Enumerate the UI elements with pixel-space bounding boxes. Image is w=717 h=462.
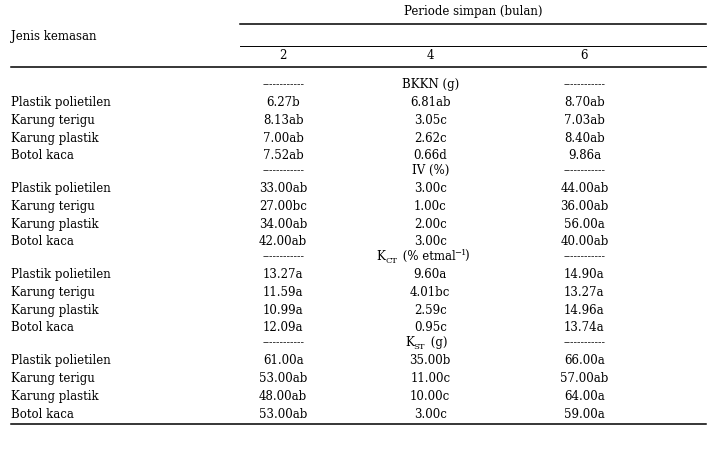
Text: 11.00c: 11.00c	[410, 372, 450, 385]
Text: 7.03ab: 7.03ab	[564, 114, 605, 127]
Text: Botol kaca: Botol kaca	[11, 407, 74, 420]
Text: 1.00c: 1.00c	[414, 200, 447, 213]
Text: 56.00a: 56.00a	[564, 218, 604, 231]
Text: K: K	[376, 250, 385, 263]
Text: 48.00ab: 48.00ab	[259, 390, 308, 403]
Text: 4: 4	[427, 49, 434, 62]
Text: 3.00c: 3.00c	[414, 407, 447, 420]
Text: 3.00c: 3.00c	[414, 182, 447, 195]
Text: Periode simpan (bulan): Periode simpan (bulan)	[404, 5, 543, 18]
Text: IV (%): IV (%)	[412, 164, 449, 177]
Text: 57.00ab: 57.00ab	[560, 372, 609, 385]
Text: 4.01bc: 4.01bc	[410, 286, 450, 299]
Text: Karung terigu: Karung terigu	[11, 114, 95, 127]
Text: 0.95c: 0.95c	[414, 322, 447, 334]
Text: Karung plastik: Karung plastik	[11, 304, 98, 316]
Text: ST: ST	[414, 343, 425, 351]
Text: K: K	[405, 336, 414, 349]
Text: −1: −1	[454, 249, 466, 257]
Text: 6: 6	[581, 49, 588, 62]
Text: 8.13ab: 8.13ab	[263, 114, 303, 127]
Text: Plastik polietilen: Plastik polietilen	[11, 96, 110, 109]
Text: Botol kaca: Botol kaca	[11, 149, 74, 162]
Text: Plastik polietilen: Plastik polietilen	[11, 268, 110, 281]
Text: 36.00ab: 36.00ab	[560, 200, 609, 213]
Text: 64.00a: 64.00a	[564, 390, 604, 403]
Text: Karung plastik: Karung plastik	[11, 390, 98, 403]
Text: Plastik polietilen: Plastik polietilen	[11, 182, 110, 195]
Text: ------------: ------------	[564, 166, 605, 175]
Text: 0.66d: 0.66d	[413, 149, 447, 162]
Text: 66.00a: 66.00a	[564, 354, 604, 367]
Text: CT: CT	[385, 257, 397, 265]
Text: 7.00ab: 7.00ab	[262, 132, 304, 145]
Text: Karung terigu: Karung terigu	[11, 372, 95, 385]
Text: 14.96a: 14.96a	[564, 304, 604, 316]
Text: Botol kaca: Botol kaca	[11, 322, 74, 334]
Text: 34.00ab: 34.00ab	[259, 218, 308, 231]
Text: 10.00c: 10.00c	[410, 390, 450, 403]
Text: 9.60a: 9.60a	[414, 268, 447, 281]
Text: 53.00ab: 53.00ab	[259, 372, 308, 385]
Text: (% etmal: (% etmal	[399, 250, 455, 263]
Text: 8.70ab: 8.70ab	[564, 96, 604, 109]
Text: 61.00a: 61.00a	[263, 354, 303, 367]
Text: Plastik polietilen: Plastik polietilen	[11, 354, 110, 367]
Text: ------------: ------------	[262, 338, 304, 347]
Text: 14.90a: 14.90a	[564, 268, 604, 281]
Text: 27.00bc: 27.00bc	[260, 200, 307, 213]
Text: 10.99a: 10.99a	[263, 304, 303, 316]
Text: 33.00ab: 33.00ab	[259, 182, 308, 195]
Text: Botol kaca: Botol kaca	[11, 236, 74, 249]
Text: ------------: ------------	[262, 80, 304, 89]
Text: ------------: ------------	[564, 80, 605, 89]
Text: 40.00ab: 40.00ab	[560, 236, 609, 249]
Text: 8.40ab: 8.40ab	[564, 132, 604, 145]
Text: 13.27a: 13.27a	[263, 268, 303, 281]
Text: ------------: ------------	[564, 252, 605, 261]
Text: 59.00a: 59.00a	[564, 407, 604, 420]
Text: 9.86a: 9.86a	[568, 149, 601, 162]
Text: 2.59c: 2.59c	[414, 304, 447, 316]
Text: (g): (g)	[427, 336, 448, 349]
Text: BKKN (g): BKKN (g)	[402, 78, 459, 91]
Text: 35.00b: 35.00b	[409, 354, 451, 367]
Text: Karung terigu: Karung terigu	[11, 200, 95, 213]
Text: 2: 2	[280, 49, 287, 62]
Text: 7.52ab: 7.52ab	[263, 149, 303, 162]
Text: Karung plastik: Karung plastik	[11, 132, 98, 145]
Text: 6.81ab: 6.81ab	[410, 96, 450, 109]
Text: 3.05c: 3.05c	[414, 114, 447, 127]
Text: Karung plastik: Karung plastik	[11, 218, 98, 231]
Text: Jenis kemasan: Jenis kemasan	[11, 30, 96, 43]
Text: Karung terigu: Karung terigu	[11, 286, 95, 299]
Text: ------------: ------------	[564, 338, 605, 347]
Text: 13.74a: 13.74a	[564, 322, 604, 334]
Text: 13.27a: 13.27a	[564, 286, 604, 299]
Text: 42.00ab: 42.00ab	[259, 236, 308, 249]
Text: 2.00c: 2.00c	[414, 218, 447, 231]
Text: 11.59a: 11.59a	[263, 286, 303, 299]
Text: ------------: ------------	[262, 252, 304, 261]
Text: 6.27b: 6.27b	[266, 96, 300, 109]
Text: 44.00ab: 44.00ab	[560, 182, 609, 195]
Text: 2.62c: 2.62c	[414, 132, 447, 145]
Text: 12.09a: 12.09a	[263, 322, 303, 334]
Text: 3.00c: 3.00c	[414, 236, 447, 249]
Text: 53.00ab: 53.00ab	[259, 407, 308, 420]
Text: ): )	[464, 250, 468, 263]
Text: ------------: ------------	[262, 166, 304, 175]
